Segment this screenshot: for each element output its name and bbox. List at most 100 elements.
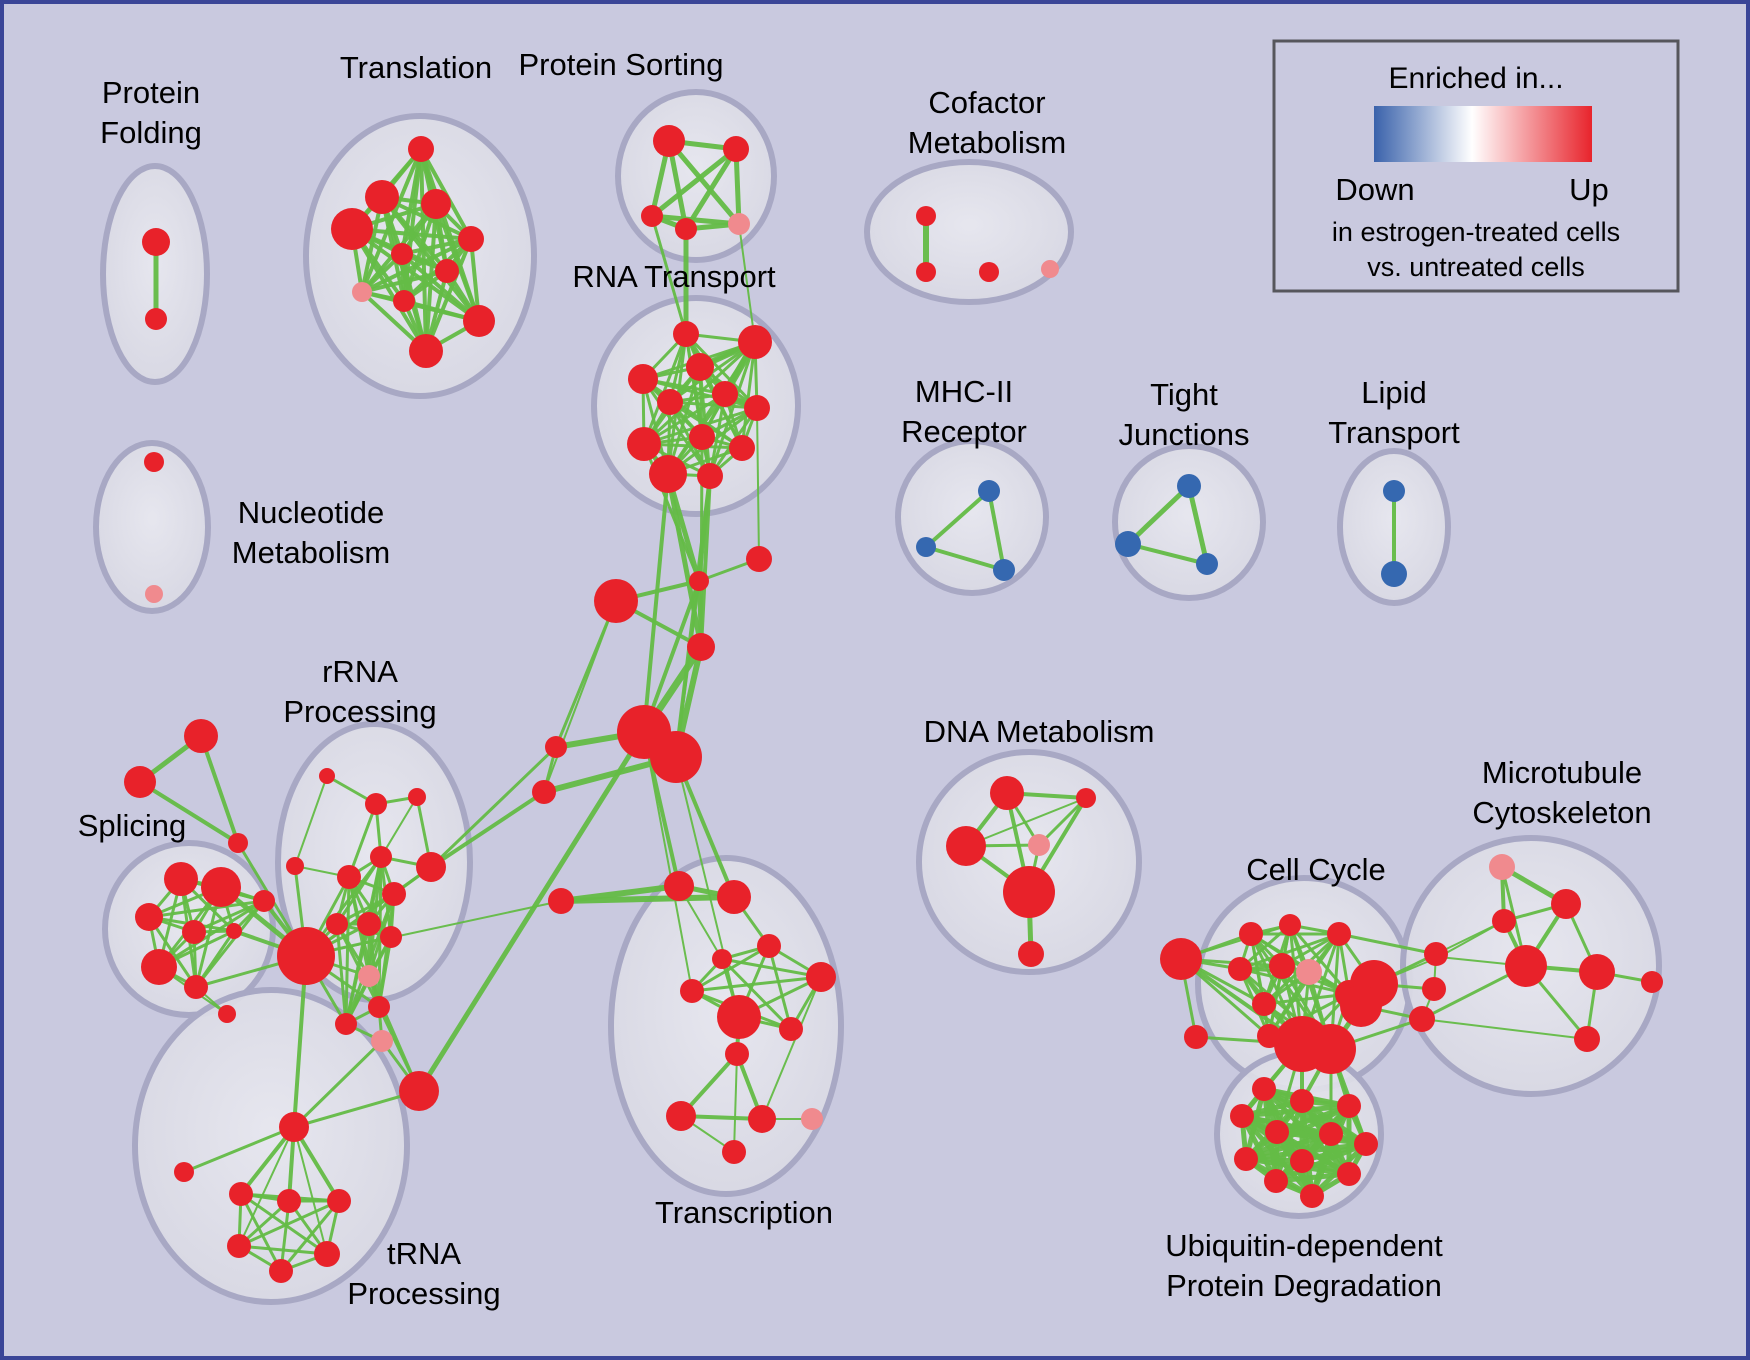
gene-set-node-cn4 bbox=[687, 633, 715, 661]
gene-set-node-ps1 bbox=[653, 125, 685, 157]
edge bbox=[279, 1199, 341, 1273]
gene-set-node-tc6 bbox=[806, 962, 836, 992]
gene-set-node-tc11 bbox=[666, 1101, 696, 1131]
cluster-label-cell-cycle: Cell Cycle bbox=[1246, 852, 1386, 887]
gene-set-node-tj2 bbox=[1115, 531, 1141, 557]
gene-set-node-sp1 bbox=[164, 862, 198, 896]
edge bbox=[641, 377, 712, 478]
gene-set-node-t4 bbox=[421, 189, 451, 219]
gene-set-node-nm1 bbox=[144, 452, 164, 472]
gene-set-node-mc1 bbox=[1489, 854, 1515, 880]
gene-set-node-sp5 bbox=[226, 923, 242, 939]
edge bbox=[1186, 483, 1210, 567]
gene-set-node-ub1 bbox=[1252, 1077, 1276, 1101]
edge bbox=[335, 922, 381, 1009]
gene-set-node-st2 bbox=[124, 766, 156, 798]
gene-set-node-tc12 bbox=[748, 1105, 776, 1133]
gene-set-node-tn4 bbox=[277, 1189, 301, 1213]
gene-set-node-cn1 bbox=[746, 546, 772, 572]
gene-set-node-ub6 bbox=[1319, 1122, 1343, 1146]
cluster-label-lipid-transport: Lipid Transport bbox=[1328, 375, 1460, 450]
gene-set-node-rt12 bbox=[697, 463, 723, 489]
gene-set-node-ub11 bbox=[1337, 1162, 1361, 1186]
gene-set-node-rr2 bbox=[365, 793, 387, 815]
edge bbox=[360, 269, 449, 294]
edge bbox=[666, 138, 742, 227]
gene-set-node-sp6 bbox=[141, 949, 177, 985]
cluster-label-ubiquitin-degradation: Ubiquitin-dependent Protein Degradation bbox=[1165, 1228, 1443, 1303]
edge bbox=[305, 900, 562, 957]
edge bbox=[641, 377, 759, 410]
edge bbox=[1435, 920, 1505, 955]
edge bbox=[675, 756, 740, 1018]
gene-set-node-mc7 bbox=[1641, 971, 1663, 993]
gene-set-node-cc15 bbox=[1327, 922, 1351, 946]
gene-set-node-t6 bbox=[391, 243, 413, 265]
legend-subtitle-line1: in estrogen-treated cells bbox=[1332, 217, 1620, 247]
gene-set-node-t9 bbox=[393, 290, 415, 312]
cluster-label-dna-metabolism: DNA Metabolism bbox=[924, 714, 1155, 749]
gene-set-node-ps3 bbox=[641, 205, 663, 227]
gene-set-node-cm3 bbox=[979, 262, 999, 282]
legend-title: Enriched in... bbox=[1388, 62, 1563, 95]
edge bbox=[740, 340, 757, 450]
edge bbox=[380, 796, 418, 858]
cluster-label-protein-folding: Protein Folding bbox=[100, 75, 202, 150]
edge bbox=[1273, 1141, 1369, 1184]
gene-set-node-tn6 bbox=[227, 1234, 251, 1258]
gene-set-node-tn3 bbox=[229, 1182, 253, 1206]
gene-set-node-cm4 bbox=[1041, 260, 1059, 278]
gene-set-node-rr12 bbox=[277, 927, 335, 985]
edge bbox=[1267, 932, 1341, 1038]
edge bbox=[674, 579, 701, 759]
gene-set-node-cc10 bbox=[1306, 1024, 1356, 1074]
gene-set-node-ub3 bbox=[1337, 1094, 1361, 1118]
cluster-ellipse-mhc-ii-receptor bbox=[895, 438, 1049, 596]
nodes-layer bbox=[124, 125, 1663, 1283]
gene-set-node-mc5 bbox=[1431, 949, 1447, 965]
gene-set-node-dm6 bbox=[1018, 941, 1044, 967]
gene-set-node-pf2 bbox=[145, 308, 167, 330]
gene-set-node-ub2 bbox=[1290, 1089, 1314, 1113]
edge bbox=[199, 734, 240, 845]
edge bbox=[434, 202, 481, 323]
cluster-ellipse-cofactor-metabolism bbox=[864, 159, 1074, 305]
gene-set-node-ub4 bbox=[1230, 1104, 1254, 1128]
gene-set-node-ps4 bbox=[675, 218, 697, 240]
gene-set-node-sp3 bbox=[135, 903, 163, 931]
gene-set-node-rt1 bbox=[673, 321, 699, 347]
gene-set-node-sp8 bbox=[218, 1005, 236, 1023]
gene-set-node-cn2 bbox=[689, 571, 709, 591]
gene-set-node-cc13 bbox=[1340, 985, 1382, 1027]
gene-set-node-tn7 bbox=[314, 1241, 340, 1267]
edge bbox=[1125, 483, 1192, 547]
gene-set-node-rr9 bbox=[358, 965, 380, 987]
gene-set-node-rr8 bbox=[326, 913, 348, 935]
gene-set-node-t5 bbox=[458, 226, 484, 252]
gene-set-node-lt2 bbox=[1381, 561, 1407, 587]
edge bbox=[720, 957, 793, 1031]
edge bbox=[239, 1192, 329, 1256]
legend-up-label: Up bbox=[1569, 172, 1609, 207]
edge bbox=[1337, 932, 1438, 956]
edge bbox=[347, 802, 378, 879]
gene-set-node-t10 bbox=[463, 305, 495, 337]
gene-set-node-cn6 bbox=[650, 731, 702, 783]
edge bbox=[738, 223, 756, 343]
gene-set-node-nm2 bbox=[145, 585, 163, 603]
gene-set-node-t7 bbox=[435, 259, 459, 283]
edge bbox=[138, 780, 240, 845]
edge bbox=[558, 894, 737, 904]
gene-set-node-cm1 bbox=[916, 206, 936, 226]
gene-set-node-rt6 bbox=[712, 381, 738, 407]
edge bbox=[237, 1244, 329, 1256]
edge bbox=[429, 745, 558, 869]
gene-set-node-t1 bbox=[408, 136, 434, 162]
gene-set-node-ub8 bbox=[1234, 1147, 1258, 1171]
edge bbox=[377, 935, 393, 1009]
gene-set-node-sp9 bbox=[253, 890, 275, 912]
legend-gradient-bar bbox=[1374, 106, 1592, 162]
cluster-label-nucleotide-metabolism: Nucleotide Metabolism bbox=[232, 495, 391, 570]
gene-set-node-cm2 bbox=[916, 262, 936, 282]
